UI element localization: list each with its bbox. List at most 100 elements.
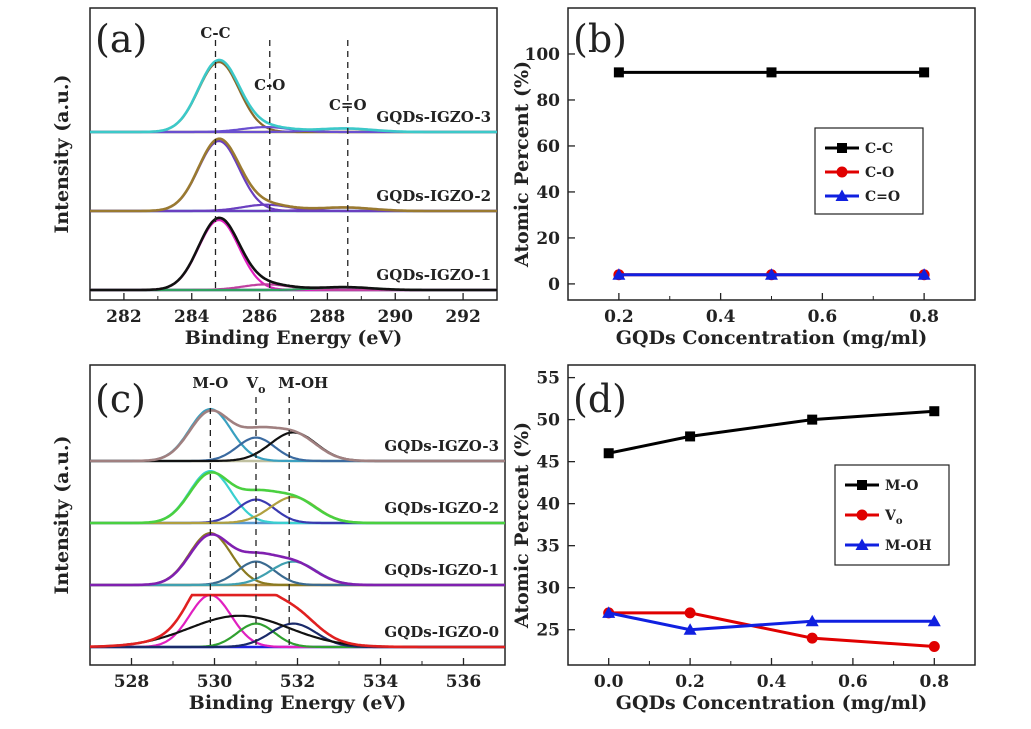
y-tick-label: 0 xyxy=(548,275,560,295)
data-point xyxy=(855,538,869,550)
series-c=o xyxy=(612,268,931,280)
reference-label-sub: o xyxy=(258,383,265,396)
y-tick-label: 55 xyxy=(536,369,560,389)
x-tick-label: 0.8 xyxy=(909,307,939,327)
x-axis-label: Binding Energy (eV) xyxy=(189,692,406,714)
spectrum-label: GQDs-IGZO-3 xyxy=(376,108,491,126)
x-tick-label: 528 xyxy=(114,672,150,692)
x-tick-label: 290 xyxy=(378,307,414,327)
panel-label: (b) xyxy=(573,17,627,61)
panel-c: 528 530 532 534 536 Binding Energy (eV) Intens… xyxy=(51,364,506,714)
reference-label: M-O xyxy=(192,374,228,392)
data-point xyxy=(806,632,818,644)
data-point xyxy=(857,480,867,490)
legend-label: M-OH xyxy=(885,538,932,554)
x-tick-label: 530 xyxy=(197,672,233,692)
spectrum-label: GQDs-IGZO-1 xyxy=(376,266,491,284)
data-point xyxy=(602,606,616,618)
legend-label: M-O xyxy=(885,478,919,494)
spectrum-envelope xyxy=(90,533,505,587)
reference-label: M-OH xyxy=(278,374,328,392)
spectrum-gqds-igzo-3: GQDs-IGZO-3 xyxy=(90,58,497,134)
spectrum-envelope xyxy=(90,409,505,463)
x-tick-label: 282 xyxy=(106,307,142,327)
x-axis-label: Binding Energy (eV) xyxy=(185,327,402,349)
data-point xyxy=(766,67,777,78)
x-tick-label: 0.8 xyxy=(920,672,950,692)
series-line xyxy=(608,409,935,455)
x-tick-label: 0.6 xyxy=(838,672,868,692)
spectrum-label: GQDs-IGZO-2 xyxy=(376,187,491,205)
data-point xyxy=(856,509,868,521)
x-tick-label: 0.4 xyxy=(706,307,736,327)
y-axis-label: Intensity (a.u.) xyxy=(51,435,73,594)
spectrum-gqds-igzo-0: GQDs-IGZO-0 xyxy=(89,593,505,649)
series-v xyxy=(603,607,940,653)
x-tick-label: 292 xyxy=(445,307,481,327)
spectrum-gqds-igzo-1: GQDs-IGZO-1 xyxy=(90,531,505,587)
y-tick-label: 80 xyxy=(536,91,560,111)
data-point xyxy=(612,268,626,280)
spectrum-gqds-igzo-3: GQDs-IGZO-3 xyxy=(90,407,505,463)
data-point xyxy=(927,614,941,627)
panel-label: (a) xyxy=(95,17,147,61)
x-tick-label: 536 xyxy=(446,672,482,692)
reference-label: C-C xyxy=(200,24,230,42)
data-point xyxy=(684,607,696,619)
y-tick-label: 25 xyxy=(536,621,560,641)
y-axis-label: Atomic Percent (%) xyxy=(511,61,533,268)
spectrum-gqds-igzo-1: GQDs-IGZO-1 xyxy=(90,216,497,292)
y-tick-label: 40 xyxy=(536,183,560,203)
x-tick-label: 286 xyxy=(242,307,278,327)
series-m-o xyxy=(603,406,940,459)
spectrum-envelope xyxy=(90,471,505,525)
series-line xyxy=(608,611,935,648)
legend-label: C-O xyxy=(865,165,894,181)
data-point xyxy=(835,189,849,201)
y-tick-label: 100 xyxy=(525,45,561,65)
y-tick-label: 45 xyxy=(536,453,560,473)
data-point xyxy=(683,623,697,635)
x-axis-label: GQDs Concentration (mg/ml) xyxy=(616,327,927,349)
spectrum-gqds-igzo-2: GQDs-IGZO-2 xyxy=(90,137,497,213)
series-m-oh xyxy=(602,606,941,635)
spectrum-label: GQDs-IGZO-3 xyxy=(384,437,499,455)
y-tick-label: 35 xyxy=(536,537,560,557)
data-point xyxy=(836,166,848,178)
panel-a: 282 284 286 288 290 292 Binding Energy (eV) Int… xyxy=(51,7,498,349)
x-tick-label: 288 xyxy=(310,307,346,327)
series-line xyxy=(608,611,935,632)
x-tick-label: 0.4 xyxy=(757,672,787,692)
legend: C-C C-O C=O xyxy=(814,127,924,215)
data-point xyxy=(765,268,778,280)
data-point xyxy=(917,268,931,280)
panel-label: (d) xyxy=(573,377,627,421)
data-point xyxy=(837,143,847,153)
data-point xyxy=(805,614,819,627)
data-point xyxy=(929,406,940,417)
x-tick-label: 0.2 xyxy=(675,672,705,692)
x-tick-label: 0.2 xyxy=(604,307,634,327)
data-point xyxy=(613,67,624,78)
data-point xyxy=(685,431,696,442)
data-point xyxy=(919,67,930,78)
reference-label: C=O xyxy=(329,96,367,114)
reference-label: C-O xyxy=(254,76,285,94)
y-tick-label: 40 xyxy=(536,495,560,515)
x-tick-label: 0.6 xyxy=(808,307,838,327)
reference-label: Vo xyxy=(246,374,266,396)
panel-label: (c) xyxy=(95,377,146,421)
y-tick-label: 60 xyxy=(536,137,560,157)
series-c-c xyxy=(613,67,930,78)
y-tick-label: 20 xyxy=(536,229,560,249)
spectrum-label: GQDs-IGZO-1 xyxy=(384,561,499,579)
legend-label: C-C xyxy=(865,141,893,157)
spectrum-envelope xyxy=(90,58,497,134)
spectrum-label: GQDs-IGZO-0 xyxy=(384,623,499,641)
spectrum-envelope xyxy=(90,137,497,213)
data-point xyxy=(928,641,940,653)
